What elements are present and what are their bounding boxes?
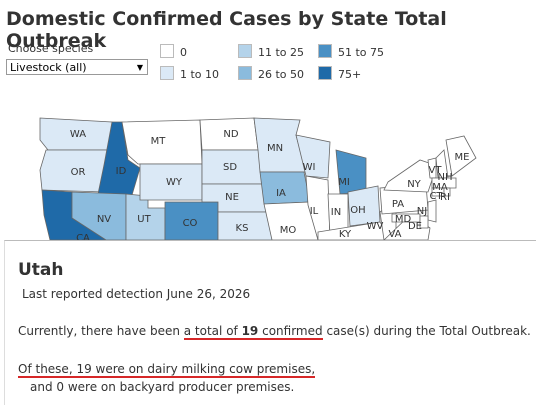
legend-swatch: [318, 44, 332, 58]
dropdown-value: Livestock (all): [10, 61, 87, 74]
state-label: MN: [267, 143, 283, 154]
state-label: NY: [407, 179, 421, 190]
state: [164, 201, 219, 240]
state-label: IN: [331, 207, 341, 218]
state: [431, 177, 457, 189]
state: [305, 175, 331, 240]
state-label: ME: [455, 152, 470, 163]
state: [445, 135, 477, 177]
state-label: KY: [339, 229, 352, 240]
legend-swatch: [160, 66, 174, 80]
legend-swatch: [318, 66, 332, 80]
state: [295, 134, 331, 179]
tooltip-breakdown: and 0 were on backyard producer premises…: [30, 380, 295, 394]
state-label: OH: [350, 205, 365, 216]
state-label: MD: [395, 214, 412, 225]
state: [317, 221, 393, 240]
state-label: IA: [276, 188, 286, 199]
text: case(s) during the Total Outbreak.: [322, 324, 531, 338]
legend-swatch: [238, 44, 252, 58]
filter-label: Choose species: [8, 42, 94, 55]
state-label: VT: [429, 165, 443, 176]
state-label: WV: [367, 221, 384, 232]
state-label: NE: [225, 192, 239, 203]
state-label: CA: [76, 233, 90, 240]
state-label: DE: [408, 221, 422, 232]
text: Currently, there have been: [18, 324, 184, 338]
state: [39, 149, 111, 193]
state-label: WA: [70, 129, 86, 140]
text: a total of: [183, 324, 242, 340]
legend-label: 11 to 25: [258, 46, 305, 59]
state-label: IL: [310, 206, 319, 217]
legend-label: 26 to 50: [258, 68, 305, 81]
state-label: MO: [280, 225, 297, 236]
legend-item: 51 to 75: [318, 44, 384, 59]
state: [427, 199, 437, 223]
state-label: ND: [223, 129, 238, 140]
state-label: CO: [183, 218, 198, 229]
species-dropdown[interactable]: Livestock (all): [6, 59, 148, 76]
legend-label: 51 to 75: [338, 46, 385, 59]
state-label: WY: [166, 177, 183, 188]
legend-item: 26 to 50: [238, 66, 304, 81]
state-label: KS: [236, 223, 249, 234]
state: [419, 215, 429, 229]
tooltip: Utah Last reported detection June 26, 20…: [4, 240, 536, 405]
state: [443, 187, 451, 197]
text: confirmed: [258, 324, 323, 340]
legend-item: 75+: [318, 66, 361, 81]
legend-item: 11 to 25: [238, 44, 304, 59]
legend-item: 1 to 10: [160, 66, 219, 81]
state-label: WI: [303, 162, 316, 173]
state: [263, 201, 319, 240]
state-label: VA: [388, 229, 401, 240]
state-label: RI: [440, 192, 450, 203]
tooltip-breakdown: Of these, 19 were on dairy milking cow p…: [18, 362, 316, 378]
legend-label: 0: [180, 46, 187, 59]
state-label: ID: [116, 166, 127, 177]
map: WA OR CA ID NV UT CO MT WY ND SD NE KS MN IA MO WI IL MI IN…: [39, 117, 477, 240]
state: [71, 191, 127, 240]
legend-label: 1 to 10: [180, 68, 220, 81]
legend-label: 75+: [338, 68, 362, 81]
tooltip-summary: Currently, there have been a total of 19…: [18, 324, 531, 340]
tooltip-title: Utah: [18, 260, 64, 280]
state-label: OR: [71, 167, 86, 178]
legend-swatch: [160, 44, 174, 58]
tooltip-detail: Last reported detection June 26, 2026: [22, 287, 251, 301]
title: Domestic Confirmed Cases by State Total …: [6, 8, 447, 52]
state-label: PA: [392, 199, 404, 210]
state-label: NH: [438, 172, 453, 183]
state-label: MT: [151, 136, 167, 147]
state-label: CT: [429, 191, 443, 202]
text: 19: [241, 324, 259, 340]
state-label: UT: [137, 214, 151, 225]
legend-item: 0: [160, 44, 187, 59]
state-label: MA: [432, 182, 448, 193]
state: [217, 211, 275, 240]
state-label: NV: [97, 214, 111, 225]
state-label: MI: [338, 177, 350, 188]
state-label: NJ: [417, 206, 427, 217]
state-label: SD: [223, 162, 237, 173]
legend-swatch: [238, 66, 252, 80]
